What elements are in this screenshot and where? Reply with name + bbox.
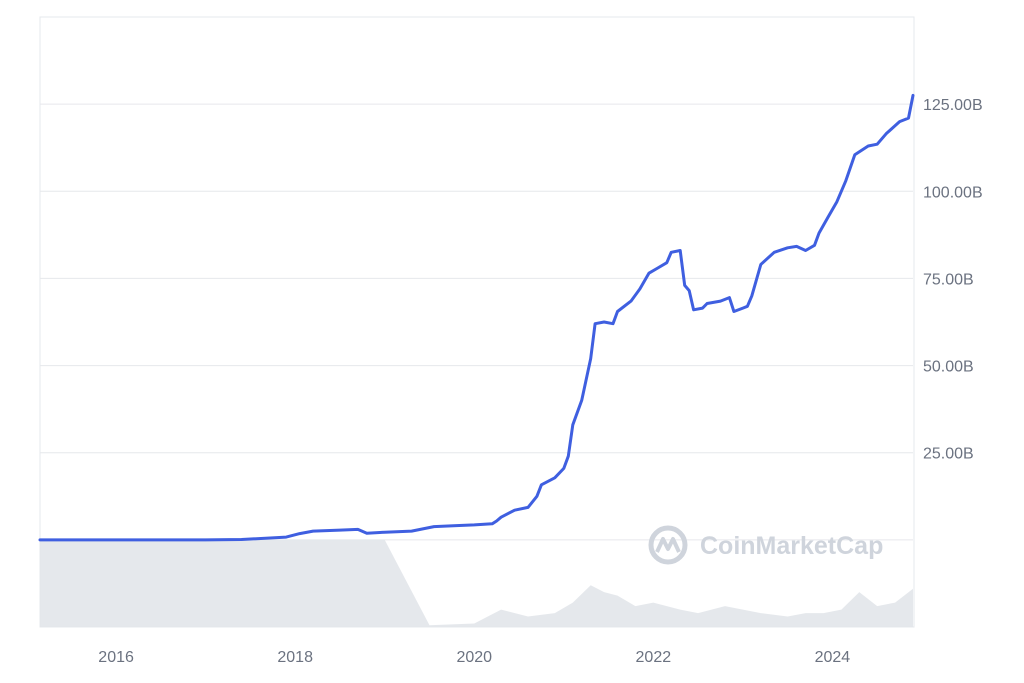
y-tick-label: 25.00B — [923, 446, 974, 463]
y-tick-label: 75.00B — [923, 271, 974, 288]
x-tick-label: 2022 — [636, 649, 672, 666]
x-tick-label: 2018 — [277, 649, 313, 666]
y-tick-label: 100.00B — [923, 184, 983, 201]
volume-area — [40, 539, 913, 627]
watermark-text: CoinMarketCap — [700, 532, 883, 560]
watermark: CoinMarketCap — [648, 525, 883, 565]
x-axis-ticks: 2016 2018 2020 2022 2024 — [98, 649, 850, 666]
y-tick-label: 125.00B — [923, 97, 983, 114]
grid-lines — [40, 103, 913, 541]
x-tick-label: 2016 — [98, 649, 134, 666]
volume-area-layer — [40, 539, 913, 627]
coinmarketcap-logo-icon — [648, 525, 688, 565]
y-axis-ticks: 25.00B 50.00B 75.00B 100.00B 125.00B — [923, 97, 983, 463]
series-line — [38, 93, 915, 542]
y-tick-label: 50.00B — [923, 359, 974, 376]
x-tick-label: 2024 — [815, 649, 851, 666]
x-tick-label: 2020 — [456, 649, 492, 666]
series-line-layer — [38, 93, 915, 542]
